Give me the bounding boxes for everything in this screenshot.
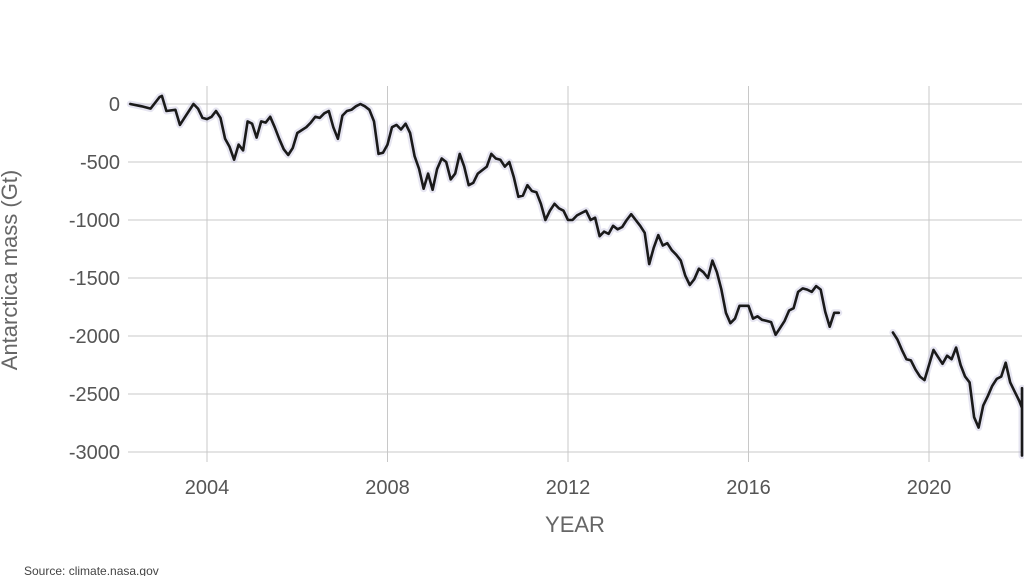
y-tick-label: -1000 — [69, 210, 120, 232]
y-tick-label: -500 — [80, 152, 120, 174]
y-tick-labels: 0 -500 -1000 -1500 -2000 -2500 -3000 — [69, 94, 120, 464]
source-note: Source: climate.nasa.gov — [24, 564, 159, 576]
x-tick-label: 2016 — [726, 477, 771, 499]
x-tick-label: 2020 — [907, 477, 952, 499]
y-axis-title: Antarctica mass (Gt) — [0, 170, 22, 370]
y-tick-label: -2500 — [69, 384, 120, 406]
x-tick-label: 2008 — [365, 477, 410, 499]
x-tick-label: 2004 — [185, 477, 230, 499]
y-tick-label: -3000 — [69, 442, 120, 464]
mass-line-1 — [129, 94, 841, 337]
uncertainty-band-1 — [126, 92, 843, 339]
uncertainty-bands — [126, 92, 1024, 459]
mass-series — [129, 94, 1024, 457]
y-tick-label: 0 — [109, 94, 120, 116]
y-tick-label: -1500 — [69, 268, 120, 290]
x-axis-title: YEAR — [545, 512, 605, 537]
x-tick-label: 2012 — [546, 477, 591, 499]
y-tick-label: -2000 — [69, 326, 120, 348]
mass-line-2 — [891, 331, 1024, 457]
x-tick-labels: 2004 2008 2012 2016 2020 — [185, 477, 952, 499]
grid — [128, 86, 1022, 462]
